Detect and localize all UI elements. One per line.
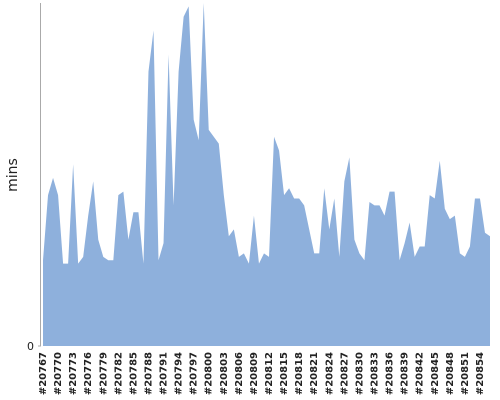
x-tick-label: #20812 bbox=[264, 352, 275, 395]
x-tick-label: #20836 bbox=[385, 352, 396, 395]
x-tick-label: #20845 bbox=[430, 352, 441, 395]
x-tick-label: #20818 bbox=[294, 352, 305, 395]
x-tick-label: #20779 bbox=[98, 352, 109, 395]
x-tick-label: #20824 bbox=[324, 352, 335, 395]
y-tick-label: 0 bbox=[27, 340, 34, 353]
x-tick-label: #20770 bbox=[53, 352, 64, 395]
x-tick-label: #20821 bbox=[309, 352, 320, 395]
area bbox=[43, 3, 490, 346]
x-tick-label: #20830 bbox=[354, 352, 365, 395]
x-tick-label: #20797 bbox=[189, 352, 200, 395]
x-tick-label: #20833 bbox=[369, 352, 380, 395]
x-tick-label: #20794 bbox=[174, 352, 185, 395]
x-tick-label: #20788 bbox=[143, 352, 154, 395]
y-axis-label: mins bbox=[5, 158, 21, 192]
x-tick-label: #20791 bbox=[159, 352, 170, 395]
x-tick-label: #20773 bbox=[68, 352, 79, 395]
x-tick-label: #20776 bbox=[83, 352, 94, 395]
x-tick-label: #20827 bbox=[339, 352, 350, 395]
x-tick-label: #20842 bbox=[415, 352, 426, 395]
x-tick-label: #20815 bbox=[279, 352, 290, 395]
x-tick-label: #20839 bbox=[400, 352, 411, 395]
x-tick-label: #20806 bbox=[234, 352, 245, 395]
x-tick-label: #20848 bbox=[445, 352, 456, 395]
x-tick-label: #20854 bbox=[475, 352, 486, 395]
x-tick-label: #20800 bbox=[204, 352, 215, 395]
x-tick-label: #20767 bbox=[38, 352, 49, 395]
x-tick-label: #20785 bbox=[128, 352, 139, 395]
x-tick-label: #20851 bbox=[460, 352, 471, 395]
x-tick-label: #20809 bbox=[249, 352, 260, 395]
x-tick-label: #20782 bbox=[113, 352, 124, 395]
x-tick-label: #20803 bbox=[219, 352, 230, 395]
